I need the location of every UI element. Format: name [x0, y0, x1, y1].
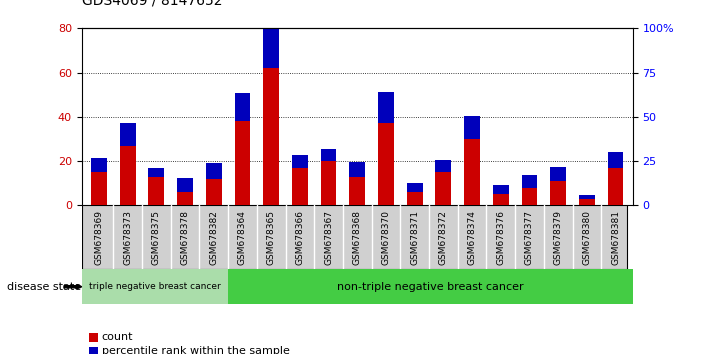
Bar [608, 152, 624, 168]
Bar [493, 194, 508, 205]
Bar [149, 177, 164, 205]
Bar [407, 192, 422, 205]
Text: GSM678367: GSM678367 [324, 210, 333, 266]
Bar [177, 178, 193, 192]
Bar [228, 269, 650, 304]
Bar [464, 139, 480, 205]
Bar [82, 269, 228, 304]
Bar [579, 195, 595, 199]
Bar [407, 183, 422, 192]
Text: GSM678374: GSM678374 [468, 210, 476, 265]
Bar [493, 185, 508, 194]
Text: triple negative breast cancer: triple negative breast cancer [89, 282, 221, 291]
Text: GSM678377: GSM678377 [525, 210, 534, 266]
Bar [378, 92, 394, 124]
Bar [235, 93, 250, 121]
Text: GSM678378: GSM678378 [181, 210, 190, 266]
Text: GSM678382: GSM678382 [209, 210, 218, 265]
Text: GSM678365: GSM678365 [267, 210, 276, 266]
Bar [464, 116, 480, 139]
Text: GDS4069 / 8147652: GDS4069 / 8147652 [82, 0, 223, 7]
Bar [177, 192, 193, 205]
Bar [149, 168, 164, 177]
Bar [550, 167, 566, 181]
Text: non-triple negative breast cancer: non-triple negative breast cancer [337, 282, 524, 292]
Bar [119, 122, 136, 145]
Text: disease state: disease state [7, 282, 81, 292]
Bar [321, 149, 336, 161]
Bar [349, 162, 365, 177]
Bar [206, 163, 222, 179]
Text: GSM678375: GSM678375 [152, 210, 161, 266]
Bar [263, 68, 279, 205]
Bar [119, 145, 136, 205]
Bar [91, 172, 107, 205]
Text: GSM678368: GSM678368 [353, 210, 362, 266]
Bar [263, 26, 279, 68]
Text: GSM678373: GSM678373 [123, 210, 132, 266]
Text: GSM678371: GSM678371 [410, 210, 419, 266]
Text: percentile rank within the sample: percentile rank within the sample [102, 346, 289, 354]
Text: count: count [102, 332, 133, 342]
Text: GSM678372: GSM678372 [439, 210, 448, 265]
Bar [378, 124, 394, 205]
Text: GSM678370: GSM678370 [382, 210, 390, 266]
Text: GSM678379: GSM678379 [554, 210, 562, 266]
Bar [550, 181, 566, 205]
Bar [91, 158, 107, 172]
Bar [608, 168, 624, 205]
Bar [292, 155, 308, 168]
Text: GSM678366: GSM678366 [295, 210, 304, 266]
Text: GSM678380: GSM678380 [582, 210, 592, 266]
Bar [579, 199, 595, 205]
Bar [435, 160, 451, 172]
Bar [435, 172, 451, 205]
Text: GSM678364: GSM678364 [238, 210, 247, 265]
Text: GSM678369: GSM678369 [95, 210, 104, 266]
Bar [321, 161, 336, 205]
Text: GSM678381: GSM678381 [611, 210, 620, 266]
Bar [292, 168, 308, 205]
Bar [349, 177, 365, 205]
Bar [206, 179, 222, 205]
Bar [522, 175, 538, 188]
Bar [522, 188, 538, 205]
Bar [235, 121, 250, 205]
Text: GSM678376: GSM678376 [496, 210, 506, 266]
